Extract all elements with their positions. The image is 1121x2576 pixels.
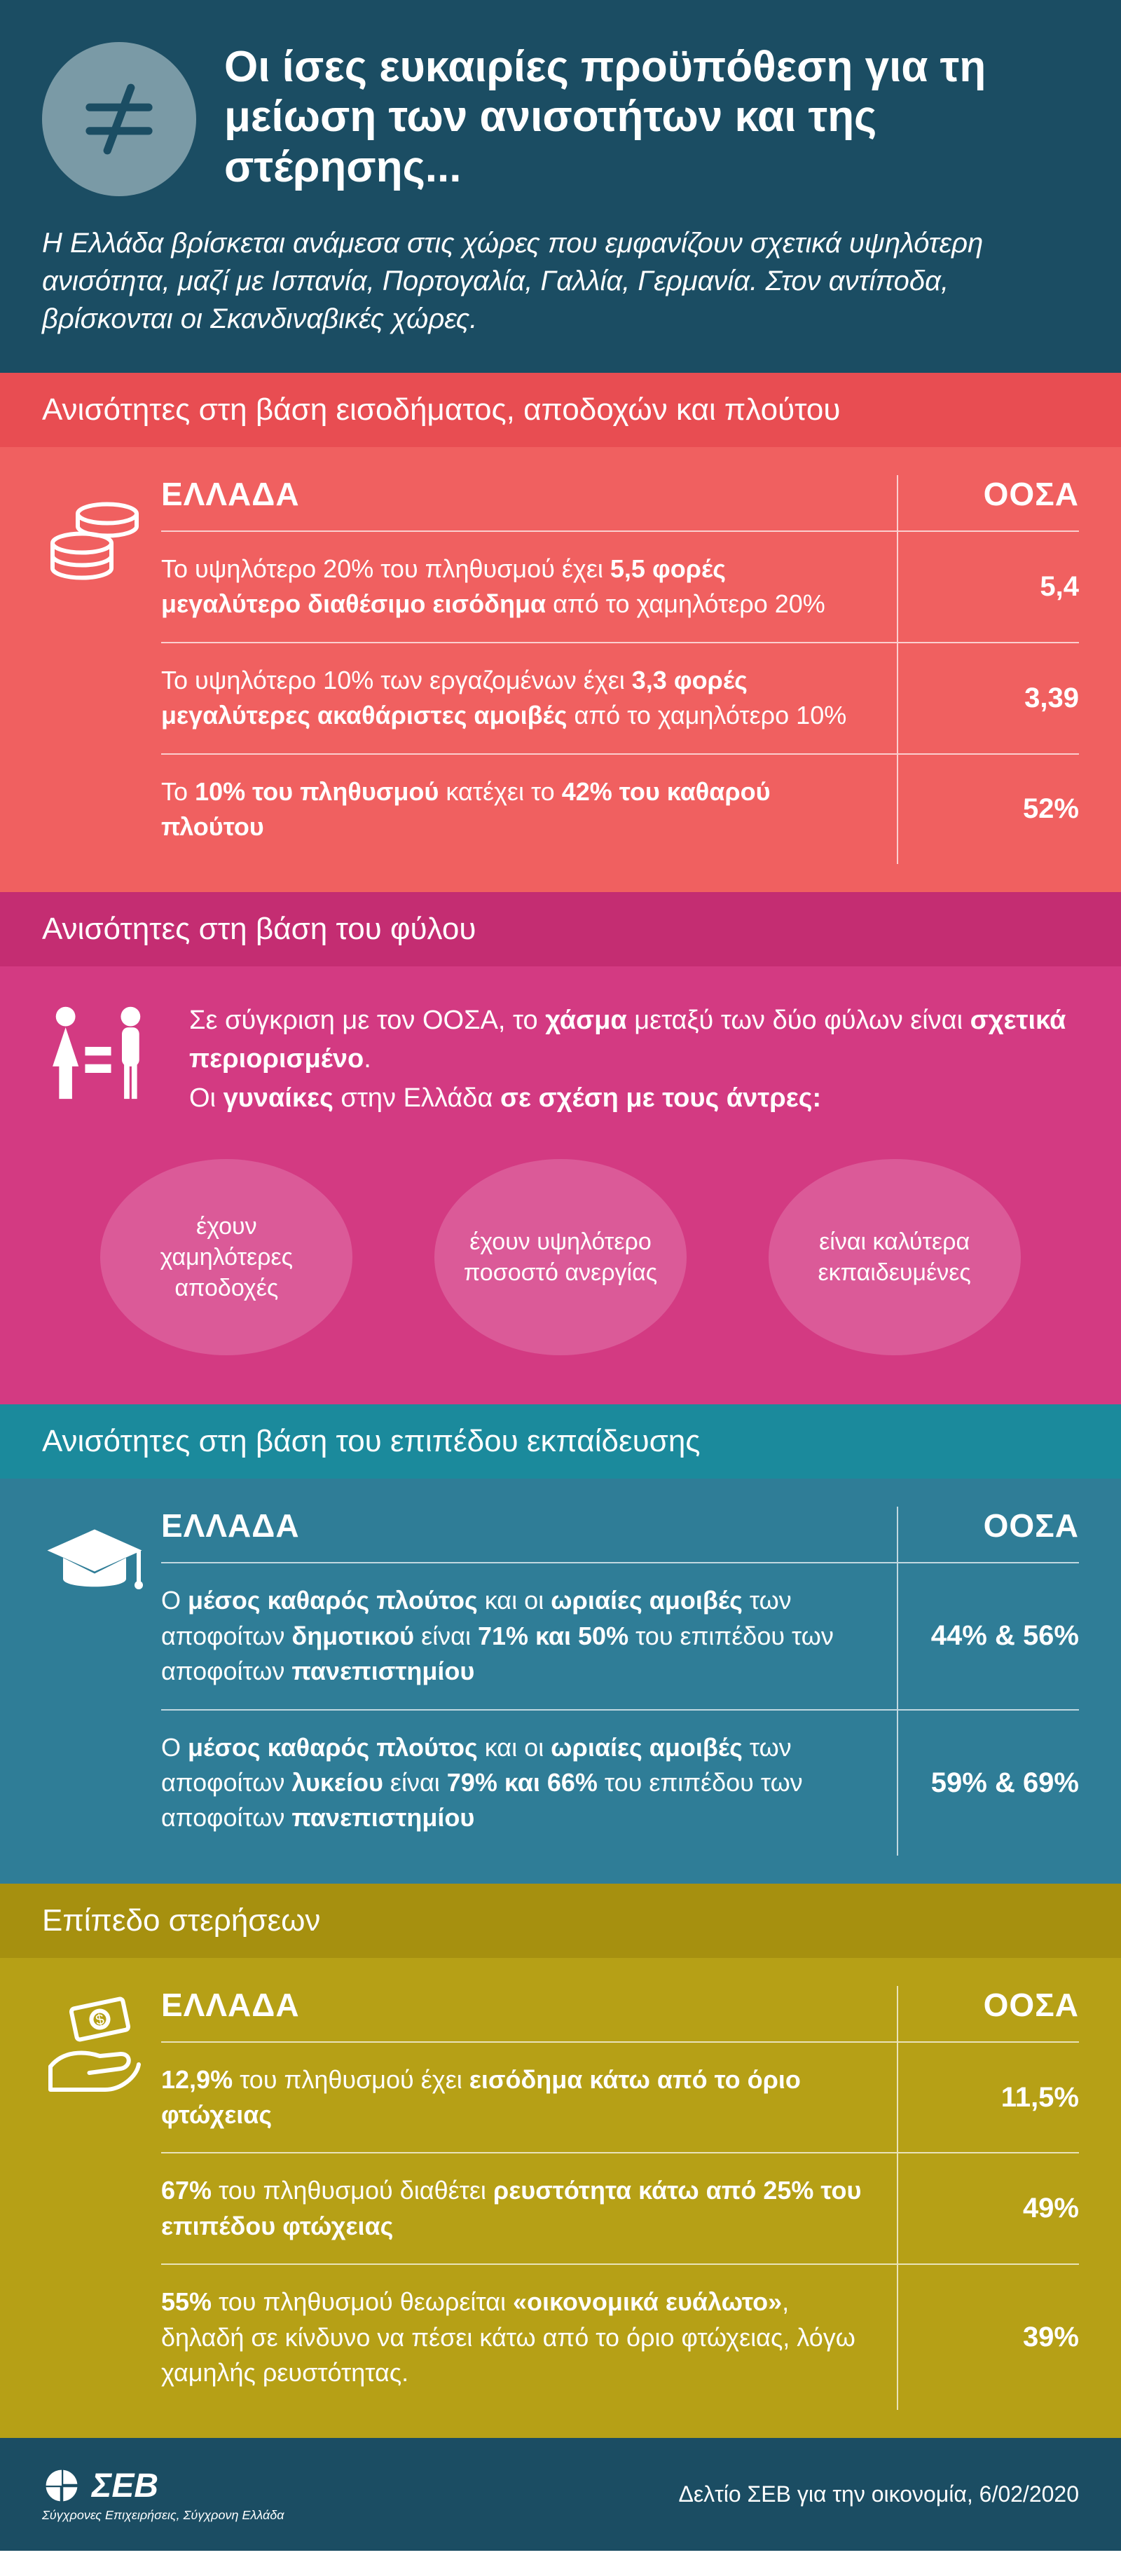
gender-intro: Σε σύγκριση με τον ΟΟΣΑ, το χάσμα μεταξύ…	[189, 1001, 1079, 1117]
footer-logo-sub: Σύγχρονες Επιχειρήσεις, Σύγχρονη Ελλάδα	[42, 2508, 284, 2523]
row-greece: Ο μέσος καθαρός πλούτος και οι ωριαίες α…	[161, 1709, 897, 1856]
money-hand-icon: $	[42, 1986, 161, 2411]
education-col-greece: ΕΛΛΑΔΑ	[161, 1507, 897, 1562]
table-row: Το 10% του πληθυσμού κατέχει το 42% του …	[161, 753, 1079, 865]
inequality-icon	[42, 42, 196, 196]
header-subtitle: Η Ελλάδα βρίσκεται ανάμεσα στις χώρες πο…	[42, 224, 1079, 338]
row-oecd: 3,39	[897, 642, 1079, 753]
income-col-greece: ΕΛΛΑΔΑ	[161, 475, 897, 530]
income-col-oecd: ΟΟΣΑ	[897, 475, 1079, 530]
row-oecd: 52%	[897, 753, 1079, 865]
table-row: Ο μέσος καθαρός πλούτος και οι ωριαίες α…	[161, 1709, 1079, 1856]
row-greece: Το υψηλότερο 20% του πληθυσμού έχει 5,5 …	[161, 530, 897, 642]
row-greece: Ο μέσος καθαρός πλούτος και οι ωριαίες α…	[161, 1562, 897, 1708]
row-oecd: 11,5%	[897, 2041, 1079, 2153]
gender-equal-icon	[42, 1001, 161, 1124]
header-section: Οι ίσες ευκαιρίες προϋπόθεση για τη μείω…	[0, 0, 1121, 373]
coins-icon	[42, 475, 161, 864]
table-row: Το υψηλότερο 20% του πληθυσμού έχει 5,5 …	[161, 530, 1079, 642]
gender-bubble-2: έχουν υψηλότερο ποσοστό ανεργίας	[434, 1159, 687, 1355]
gender-body: Σε σύγκριση με τον ΟΟΣΑ, το χάσμα μεταξύ…	[0, 966, 1121, 1404]
page-title: Οι ίσες ευκαιρίες προϋπόθεση για τη μείω…	[224, 42, 1079, 192]
gender-bubble-3: είναι καλύτερα εκπαιδευμένες	[769, 1159, 1021, 1355]
header-top-row: Οι ίσες ευκαιρίες προϋπόθεση για τη μείω…	[42, 42, 1079, 196]
infographic-root: Οι ίσες ευκαιρίες προϋπόθεση για τη μείω…	[0, 0, 1121, 2551]
education-body: ΕΛΛΑΔΑ ΟΟΣΑ Ο μέσος καθαρός πλούτος και …	[0, 1479, 1121, 1883]
row-greece: Το υψηλότερο 10% των εργαζομένων έχει 3,…	[161, 642, 897, 753]
table-row: 55% του πληθυσμού θεωρείται «οικονομικά …	[161, 2263, 1079, 2410]
deprivation-table: ΕΛΛΑΔΑ ΟΟΣΑ 12,9% του πληθυσμού έχει εισ…	[161, 1986, 1079, 2411]
row-oecd: 5,4	[897, 530, 1079, 642]
education-heading: Ανισότητες στη βάση του επιπέδου εκπαίδε…	[0, 1404, 1121, 1479]
education-col-oecd: ΟΟΣΑ	[897, 1507, 1079, 1562]
deprivation-col-oecd: ΟΟΣΑ	[897, 1986, 1079, 2041]
row-oecd: 44% & 56%	[897, 1562, 1079, 1708]
footer-right-text: Δελτίο ΣΕΒ για την οικονομία, 6/02/2020	[678, 2481, 1079, 2507]
table-row: Το υψηλότερο 10% των εργαζομένων έχει 3,…	[161, 642, 1079, 753]
gender-bubbles: έχουν χαμηλότερες αποδοχές έχουν υψηλότε…	[42, 1159, 1079, 1355]
income-body: ΕΛΛΑΔΑ ΟΟΣΑ Το υψηλότερο 20% του πληθυσμ…	[0, 447, 1121, 892]
income-rows: Το υψηλότερο 20% του πληθυσμού έχει 5,5 …	[161, 530, 1079, 864]
income-table: ΕΛΛΑΔΑ ΟΟΣΑ Το υψηλότερο 20% του πληθυσμ…	[161, 475, 1079, 864]
row-oecd: 49%	[897, 2152, 1079, 2263]
footer-logo-text: ΣΕΒ	[92, 2467, 158, 2505]
row-greece: 55% του πληθυσμού θεωρείται «οικονομικά …	[161, 2263, 897, 2410]
graduation-cap-icon	[42, 1507, 161, 1855]
deprivation-rows: 12,9% του πληθυσμού έχει εισόδημα κάτω α…	[161, 2041, 1079, 2411]
footer-logo-block: ΣΕΒ Σύγχρονες Επιχειρήσεις, Σύγχρονη Ελλ…	[42, 2466, 284, 2523]
gender-heading: Ανισότητες στη βάση του φύλου	[0, 892, 1121, 966]
deprivation-col-greece: ΕΛΛΑΔΑ	[161, 1986, 897, 2041]
table-row: Ο μέσος καθαρός πλούτος και οι ωριαίες α…	[161, 1562, 1079, 1708]
sev-logo-icon	[42, 2466, 81, 2505]
gender-top: Σε σύγκριση με τον ΟΟΣΑ, το χάσμα μεταξύ…	[42, 1001, 1079, 1124]
education-rows: Ο μέσος καθαρός πλούτος και οι ωριαίες α…	[161, 1562, 1079, 1855]
not-equal-glyph	[70, 70, 168, 168]
footer: ΣΕΒ Σύγχρονες Επιχειρήσεις, Σύγχρονη Ελλ…	[0, 2438, 1121, 2551]
row-oecd: 39%	[897, 2263, 1079, 2410]
table-row: 67% του πληθυσμού διαθέτει ρευστότητα κά…	[161, 2152, 1079, 2263]
education-table: ΕΛΛΑΔΑ ΟΟΣΑ Ο μέσος καθαρός πλούτος και …	[161, 1507, 1079, 1855]
income-heading: Ανισότητες στη βάση εισοδήματος, αποδοχώ…	[0, 373, 1121, 447]
gender-bubble-1: έχουν χαμηλότερες αποδοχές	[100, 1159, 352, 1355]
row-greece: 12,9% του πληθυσμού έχει εισόδημα κάτω α…	[161, 2041, 897, 2153]
row-greece: 67% του πληθυσμού διαθέτει ρευστότητα κά…	[161, 2152, 897, 2263]
table-row: 12,9% του πληθυσμού έχει εισόδημα κάτω α…	[161, 2041, 1079, 2153]
deprivation-body: $ ΕΛΛΑΔΑ ΟΟΣΑ 12,9% του πληθυσμού έχει ε…	[0, 1958, 1121, 2439]
row-oecd: 59% & 69%	[897, 1709, 1079, 1856]
deprivation-heading: Επίπεδο στερήσεων	[0, 1884, 1121, 1958]
row-greece: Το 10% του πληθυσμού κατέχει το 42% του …	[161, 753, 897, 865]
